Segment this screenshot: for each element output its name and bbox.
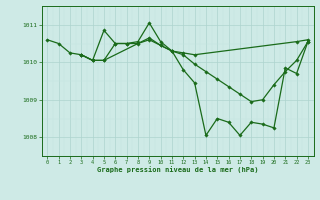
X-axis label: Graphe pression niveau de la mer (hPa): Graphe pression niveau de la mer (hPa) bbox=[97, 167, 258, 173]
